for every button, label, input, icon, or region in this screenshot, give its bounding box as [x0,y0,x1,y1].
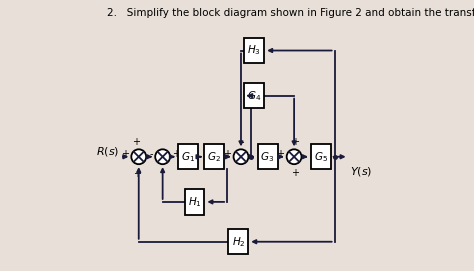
Text: $G_1$: $G_1$ [181,150,195,164]
Text: +: + [292,168,300,178]
Text: +: + [292,137,300,147]
Bar [228,229,248,254]
Text: -: - [241,137,244,147]
Text: $H_2$: $H_2$ [231,235,245,249]
Text: $R(s)$: $R(s)$ [96,145,119,158]
Text: +: + [133,169,141,179]
Text: +: + [132,137,140,147]
Text: +: + [223,149,231,159]
Text: -: - [149,149,153,159]
Circle shape [155,149,170,164]
Bar [244,38,264,63]
Circle shape [131,149,146,164]
Circle shape [234,149,248,164]
Bar [184,189,204,215]
Text: $H_1$: $H_1$ [188,195,201,209]
Circle shape [287,149,301,164]
Text: $H_3$: $H_3$ [247,44,261,57]
Text: $G_2$: $G_2$ [208,150,221,164]
Text: +: + [276,149,284,159]
Bar [244,83,264,108]
Text: $Y(s)$: $Y(s)$ [350,165,372,178]
Bar [257,144,277,169]
Text: +: + [172,149,180,159]
Text: $G_5$: $G_5$ [314,150,328,164]
Text: 2.   Simplify the block diagram shown in Figure 2 and obtain the transfer functi: 2. Simplify the block diagram shown in F… [107,8,474,18]
Text: $G_4$: $G_4$ [247,89,261,102]
Bar [310,144,331,169]
Text: +: + [121,149,128,159]
Text: $G_3$: $G_3$ [261,150,274,164]
Bar [204,144,224,169]
Bar [178,144,198,169]
